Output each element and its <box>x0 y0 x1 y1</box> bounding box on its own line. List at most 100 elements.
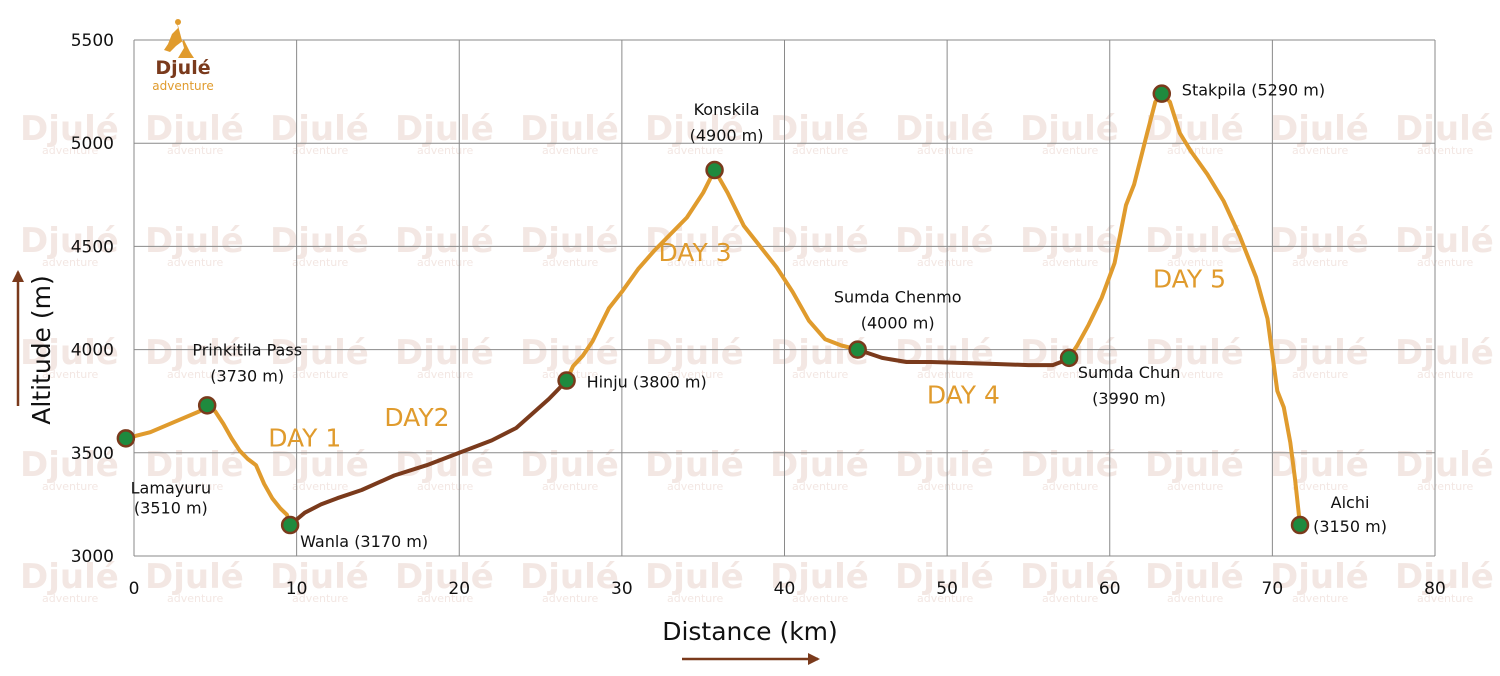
svg-text:Djulé: Djulé <box>645 445 744 485</box>
svg-text:adventure: adventure <box>1167 592 1224 605</box>
svg-text:adventure: adventure <box>167 368 224 381</box>
waypoint-labels: Lamayuru(3510 m) Prinkitila Pass (3730 m) W… <box>131 81 1387 551</box>
svg-text:adventure: adventure <box>42 144 99 157</box>
svg-text:adventure: adventure <box>1042 256 1099 269</box>
svg-text:Djulé: Djulé <box>1395 221 1494 261</box>
svg-text:Djulé: Djulé <box>895 557 994 597</box>
svg-text:Djulé: Djulé <box>520 445 619 485</box>
svg-text:adventure: adventure <box>167 480 224 493</box>
svg-text:adventure: adventure <box>917 144 974 157</box>
axis-ticks: 0 10 20 30 40 50 60 70 80 3000 3500 4000 4500 5000 550… <box>71 31 1446 599</box>
waypoint-marker <box>848 340 867 359</box>
svg-text:Djulé: Djulé <box>895 109 994 149</box>
svg-text:adventure: adventure <box>1167 144 1224 157</box>
svg-text:Djulé: Djulé <box>1145 109 1244 149</box>
y-tick-label: 3500 <box>71 444 114 464</box>
day-label: DAY 3 <box>659 238 732 267</box>
svg-text:Djulé: Djulé <box>270 333 369 373</box>
svg-text:Djulé: Djulé <box>520 109 619 149</box>
y-tick-label: 4500 <box>71 237 114 257</box>
waypoint-markers <box>116 84 1310 535</box>
x-axis-title: Distance (km) <box>662 617 838 646</box>
route-segment <box>1067 91 1302 527</box>
route-segment <box>855 347 1072 368</box>
svg-text:adventure: adventure <box>667 144 724 157</box>
waypoint-altitude: (3990 m) <box>1092 389 1166 408</box>
svg-text:Djulé: Djulé <box>145 221 244 261</box>
waypoint-name: Konskila <box>694 100 760 119</box>
svg-text:Djulé: Djulé <box>395 445 494 485</box>
svg-text:adventure: adventure <box>1292 368 1349 381</box>
waypoint-name: Hinju (3800 m) <box>587 373 707 392</box>
svg-text:adventure: adventure <box>1042 480 1099 493</box>
x-tick-label: 40 <box>774 579 796 599</box>
y-axis-title: Altitude (m) <box>27 275 56 425</box>
day-label: DAY 1 <box>268 424 341 453</box>
svg-text:adventure: adventure <box>417 256 474 269</box>
svg-text:adventure: adventure <box>1167 256 1224 269</box>
day-label: DAY 5 <box>1153 265 1226 294</box>
x-tick-label: 20 <box>448 579 470 599</box>
waypoint-name: Sumda Chenmo <box>834 288 962 307</box>
svg-text:Djulé: Djulé <box>270 445 369 485</box>
svg-text:Djulé: Djulé <box>895 333 994 373</box>
svg-text:Djulé: Djulé <box>145 557 244 597</box>
waypoint-marker <box>1059 348 1079 368</box>
svg-text:Djulé: Djulé <box>20 333 119 373</box>
y-tick-label: 3000 <box>71 547 114 567</box>
waypoint-marker <box>557 371 576 390</box>
route-segment <box>564 168 860 383</box>
svg-text:adventure: adventure <box>917 368 974 381</box>
svg-text:adventure: adventure <box>1292 592 1349 605</box>
svg-text:adventure: adventure <box>292 256 349 269</box>
svg-text:Djulé: Djulé <box>1270 333 1369 373</box>
y-tick-label: 4000 <box>71 341 114 361</box>
svg-text:Djulé: Djulé <box>770 445 869 485</box>
svg-text:adventure: adventure <box>1292 144 1349 157</box>
x-tick-label: 50 <box>936 579 958 599</box>
x-tick-label: 80 <box>1424 579 1446 599</box>
waypoint-marker <box>116 429 136 448</box>
svg-text:Djulé: Djulé <box>1145 221 1244 261</box>
svg-text:Djulé: Djulé <box>395 333 494 373</box>
x-tick-label: 70 <box>1262 579 1284 599</box>
svg-text:adventure: adventure <box>1417 256 1474 269</box>
svg-text:Djulé: Djulé <box>145 445 244 485</box>
svg-text:Djulé: Djulé <box>20 557 119 597</box>
x-tick-label: 0 <box>129 579 140 599</box>
route-segment <box>288 378 569 527</box>
waypoint-name: Lamayuru <box>131 478 211 497</box>
svg-text:Djulé: Djulé <box>1270 221 1369 261</box>
route-segment <box>123 403 293 527</box>
svg-text:Djulé: Djulé <box>1020 445 1119 485</box>
waypoint-altitude: (3150 m) <box>1313 517 1387 536</box>
svg-text:Djulé: Djulé <box>770 109 869 149</box>
svg-text:Djulé: Djulé <box>1020 109 1119 149</box>
svg-text:adventure: adventure <box>1042 592 1099 605</box>
svg-text:Djulé: Djulé <box>895 221 994 261</box>
svg-text:Djulé: Djulé <box>645 333 744 373</box>
svg-text:Djulé: Djulé <box>520 557 619 597</box>
svg-text:adventure: adventure <box>917 256 974 269</box>
waypoint-altitude: (4900 m) <box>690 126 764 145</box>
svg-text:Djulé: Djulé <box>770 557 869 597</box>
